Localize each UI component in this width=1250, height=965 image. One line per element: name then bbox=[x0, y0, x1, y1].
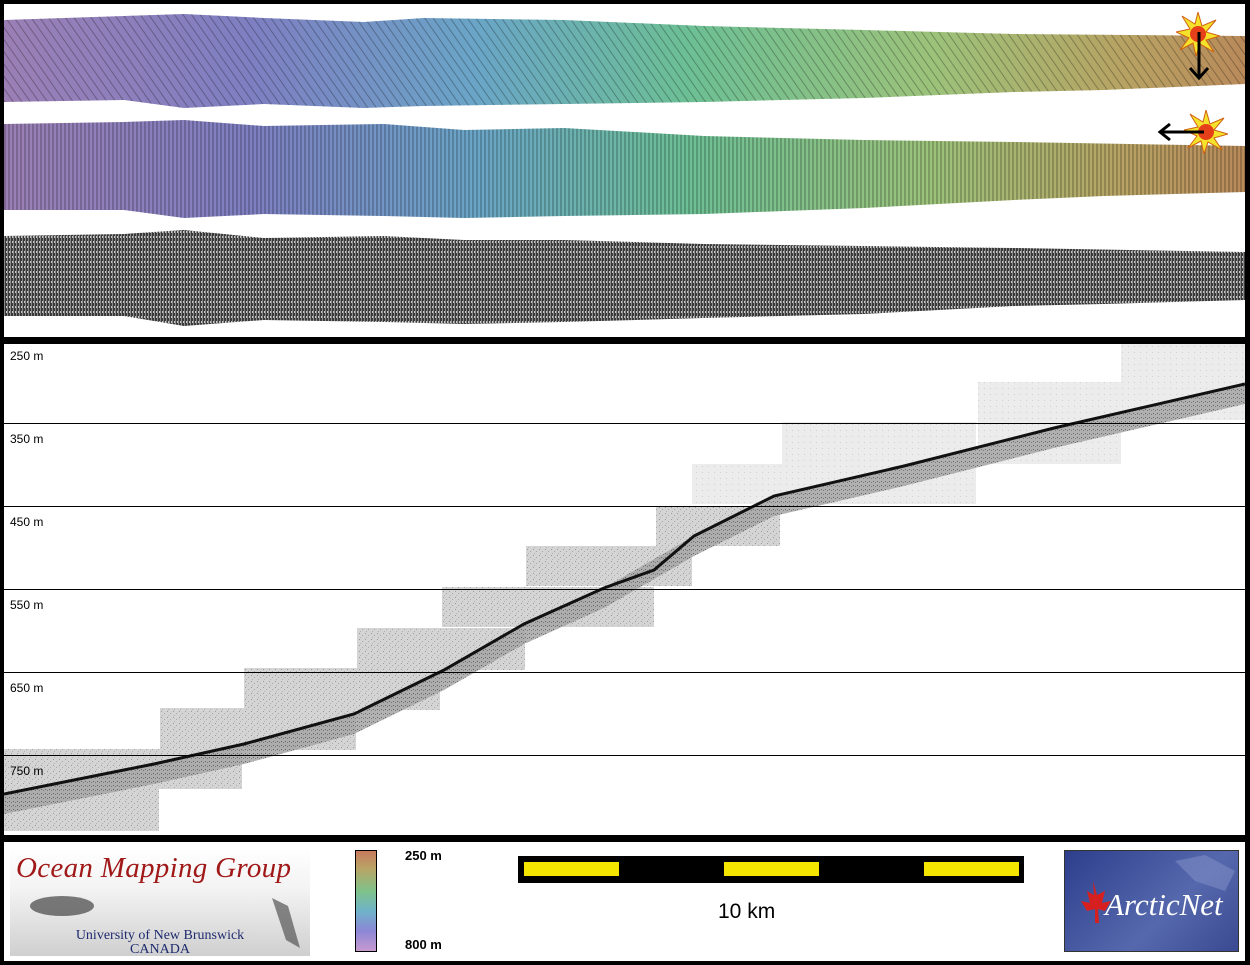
omg-country: CANADA bbox=[130, 942, 190, 956]
maple-leaf-icon bbox=[1081, 881, 1111, 923]
depth-label-650: 650 m bbox=[10, 681, 44, 695]
scale-bar-segment bbox=[724, 862, 819, 876]
footer-panel: Ocean Mapping Group University of New Br… bbox=[4, 842, 1245, 961]
swath-panel bbox=[4, 4, 1245, 337]
colorbar-top-label: 250 m bbox=[405, 848, 442, 863]
depth-label-450: 450 m bbox=[10, 515, 44, 529]
scale-bar-segment bbox=[524, 862, 619, 876]
sun-icon bbox=[1182, 108, 1230, 159]
ocean-mapping-group-logo: Ocean Mapping Group University of New Br… bbox=[10, 848, 310, 956]
depth-label-250: 250 m bbox=[10, 349, 44, 363]
subbottom-profile-panel: 250 m 350 m 450 m 550 m 650 m 750 m bbox=[4, 344, 1245, 835]
seafloor-reflector bbox=[4, 382, 1245, 796]
depth-gridline bbox=[4, 755, 1245, 756]
arcticnet-wordmark: ArcticNet bbox=[1105, 887, 1223, 922]
swath-strips bbox=[4, 14, 1245, 326]
depth-label-550: 550 m bbox=[10, 598, 44, 612]
depth-gridline bbox=[4, 672, 1245, 673]
depth-colorbar bbox=[355, 850, 377, 952]
arcticnet-logo: ArcticNet bbox=[1064, 850, 1239, 952]
scale-bar-label: 10 km bbox=[718, 900, 776, 923]
depth-gridline bbox=[4, 423, 1245, 424]
depth-gridline bbox=[4, 506, 1245, 507]
arrow-left-icon bbox=[1156, 122, 1206, 147]
scale-bar bbox=[518, 856, 1024, 883]
omg-title: Ocean Mapping Group bbox=[16, 852, 292, 884]
backscatter-strip bbox=[4, 230, 1245, 326]
colorbar-bottom-label: 800 m bbox=[405, 937, 442, 952]
scale-bar-segment bbox=[924, 862, 1019, 876]
omg-university: University of New Brunswick bbox=[75, 928, 245, 943]
depth-label-350: 350 m bbox=[10, 432, 44, 446]
arrow-down-icon bbox=[1187, 32, 1211, 87]
depth-label-750: 750 m bbox=[10, 764, 44, 778]
depth-gridline bbox=[4, 589, 1245, 590]
